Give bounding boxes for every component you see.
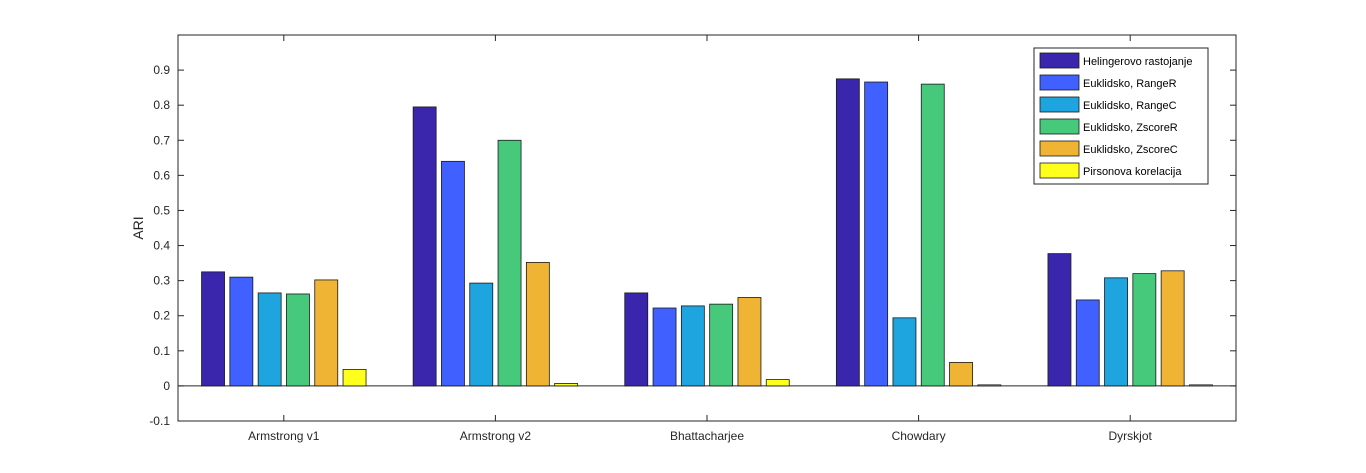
legend-swatch (1039, 52, 1080, 69)
bar (441, 160, 465, 387)
bar (257, 292, 282, 387)
bar (864, 81, 889, 387)
y-tick-label: 0.7 (153, 133, 170, 147)
y-tick-label: 0.8 (153, 98, 170, 112)
bar (412, 106, 437, 387)
legend-swatch (1039, 140, 1080, 157)
y-tick-label: 0.3 (153, 274, 170, 288)
bar (1132, 273, 1157, 387)
bar (737, 297, 762, 387)
x-tick-label: Armstrong v1 (248, 429, 320, 443)
bar (314, 279, 339, 387)
bar (652, 307, 677, 387)
bar (977, 384, 1002, 387)
x-tick-label: Bhattacharjee (670, 429, 744, 443)
legend-swatch (1039, 74, 1080, 91)
bar (709, 303, 734, 387)
legend-swatch (1039, 96, 1080, 113)
legend-label: Helingerovo rastojanje (1083, 56, 1192, 68)
legend-label: Pirsonova korelacija (1083, 166, 1182, 178)
y-tick-label: 0 (163, 379, 170, 393)
y-tick-label: 0.6 (153, 168, 170, 182)
y-tick-label: 0.4 (153, 239, 170, 253)
bar (765, 379, 790, 387)
bar (286, 293, 310, 387)
bar (1160, 270, 1185, 387)
y-tick-label: 0.1 (153, 344, 170, 358)
y-tick-label: 0.9 (153, 63, 170, 77)
bar (624, 292, 649, 387)
bar (497, 139, 522, 387)
bar (835, 78, 860, 387)
bar (342, 369, 367, 387)
bar (949, 361, 973, 387)
y-axis: -0.1 0 0.1 0.2 0.3 0.4 0.5 0.6 0.7 0.8 0.9 (149, 63, 1236, 428)
bar (680, 305, 705, 387)
legend-swatch (1039, 162, 1080, 179)
bar (1104, 277, 1128, 387)
bars (201, 78, 1213, 387)
x-tick-label: Armstrong v2 (460, 429, 532, 443)
bar (1189, 384, 1213, 387)
x-tick-label: Chowdary (892, 429, 946, 443)
legend-label: Euklidsko, ZscoreC (1083, 144, 1178, 156)
legend-box (1033, 47, 1209, 185)
legend: Helingerovo rastojanje Euklidsko, RangeR E… (1033, 47, 1209, 185)
y-tick-label: -0.1 (149, 414, 170, 428)
bar (229, 276, 254, 387)
legend-label: Euklidsko, RangeR (1083, 78, 1177, 90)
legend-label: Euklidsko, ZscoreR (1083, 122, 1178, 134)
y-axis-title: ARI (130, 216, 146, 239)
bar (525, 261, 550, 387)
bar (554, 383, 579, 387)
y-tick-label: 0.2 (153, 309, 170, 323)
legend-label: Euklidsko, RangeC (1083, 100, 1177, 112)
x-axis: Armstrong v1 Armstrong v2 Bhattacharjee Cho… (248, 35, 1153, 443)
bar (1047, 253, 1072, 387)
x-tick-label: Dyrskjot (1109, 429, 1153, 443)
bar (1075, 299, 1100, 387)
y-tick-label: 0.5 (153, 203, 170, 217)
bar (469, 282, 494, 387)
bar (920, 83, 945, 387)
legend-swatch (1039, 118, 1080, 135)
bar (892, 317, 917, 387)
bar (201, 271, 225, 387)
